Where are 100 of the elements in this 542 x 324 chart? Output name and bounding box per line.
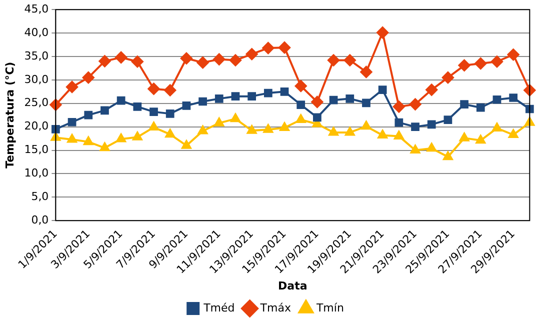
point [460, 100, 468, 108]
y-tick-label: 5,0 [31, 190, 49, 203]
point [83, 136, 94, 146]
point [294, 80, 307, 92]
point [198, 126, 208, 134]
point [68, 118, 76, 126]
point [196, 56, 209, 69]
point [509, 94, 518, 102]
point [442, 72, 454, 84]
point [507, 48, 520, 61]
point [525, 104, 534, 114]
point [214, 94, 224, 103]
legend-label: Tmáx [259, 301, 292, 314]
point [52, 124, 60, 134]
point [296, 114, 306, 124]
point [329, 96, 338, 104]
point [280, 122, 290, 131]
point [148, 122, 159, 131]
point [213, 53, 226, 66]
point [150, 108, 158, 116]
point [426, 84, 438, 96]
point [164, 84, 176, 96]
point [116, 134, 126, 142]
y-axis-title: Temperatura (°C) [3, 62, 16, 168]
y-tick-label: 10,0 [24, 166, 49, 180]
point [230, 113, 240, 122]
point [394, 118, 404, 127]
point [263, 124, 274, 133]
point [100, 142, 110, 152]
point [411, 122, 420, 131]
point [278, 42, 291, 54]
point [133, 102, 142, 111]
point [492, 95, 502, 104]
point [198, 97, 207, 106]
point [231, 92, 240, 101]
point [410, 144, 420, 154]
point [280, 87, 289, 96]
point [311, 96, 324, 108]
point [50, 132, 61, 141]
y-tick-label: 30,0 [24, 72, 49, 86]
point [344, 126, 355, 136]
point [84, 110, 93, 120]
point [476, 134, 486, 144]
point [459, 132, 470, 142]
y-tick-label: 25,0 [24, 96, 49, 110]
point [131, 56, 144, 68]
point [362, 98, 370, 108]
point [490, 56, 503, 68]
point [474, 58, 487, 70]
point [248, 92, 256, 101]
point [262, 42, 274, 54]
point [361, 120, 372, 130]
y-tick-label: 45,0 [24, 2, 49, 16]
x-axis-title: Data [278, 279, 308, 292]
point [378, 86, 387, 94]
point [394, 130, 404, 140]
point [115, 51, 128, 64]
y-tick-label: 35,0 [24, 49, 49, 62]
point [344, 54, 356, 66]
point [296, 100, 306, 109]
point [360, 66, 372, 78]
point [444, 116, 452, 124]
point [392, 100, 405, 113]
point [132, 132, 142, 140]
point [229, 54, 242, 66]
point [67, 134, 77, 143]
point [409, 98, 422, 110]
point [246, 48, 258, 60]
point [66, 80, 78, 93]
point [476, 103, 485, 112]
point [346, 94, 354, 103]
point [376, 26, 389, 39]
point [246, 125, 257, 134]
point [508, 129, 518, 138]
point [328, 54, 340, 66]
point [166, 110, 174, 118]
point [165, 128, 175, 138]
point [182, 102, 191, 110]
point [180, 52, 192, 64]
point [116, 96, 126, 105]
point [313, 113, 322, 122]
y-tick-label: 15,0 [24, 143, 49, 156]
point [182, 140, 192, 149]
point [264, 88, 272, 98]
point [328, 126, 338, 136]
point [214, 118, 224, 126]
point [524, 117, 535, 126]
y-tick-label: 20,0 [24, 120, 49, 133]
point [82, 72, 94, 84]
point [458, 59, 470, 72]
point [378, 130, 388, 139]
point [100, 106, 109, 115]
legend-label: Tméd [202, 301, 235, 314]
y-tick-label: 0,0 [31, 213, 49, 226]
point [148, 82, 160, 95]
point [492, 122, 502, 132]
legend-label: Tmín [315, 301, 344, 314]
point [427, 120, 436, 129]
point [426, 142, 436, 152]
y-tick-label: 40,0 [24, 26, 49, 39]
